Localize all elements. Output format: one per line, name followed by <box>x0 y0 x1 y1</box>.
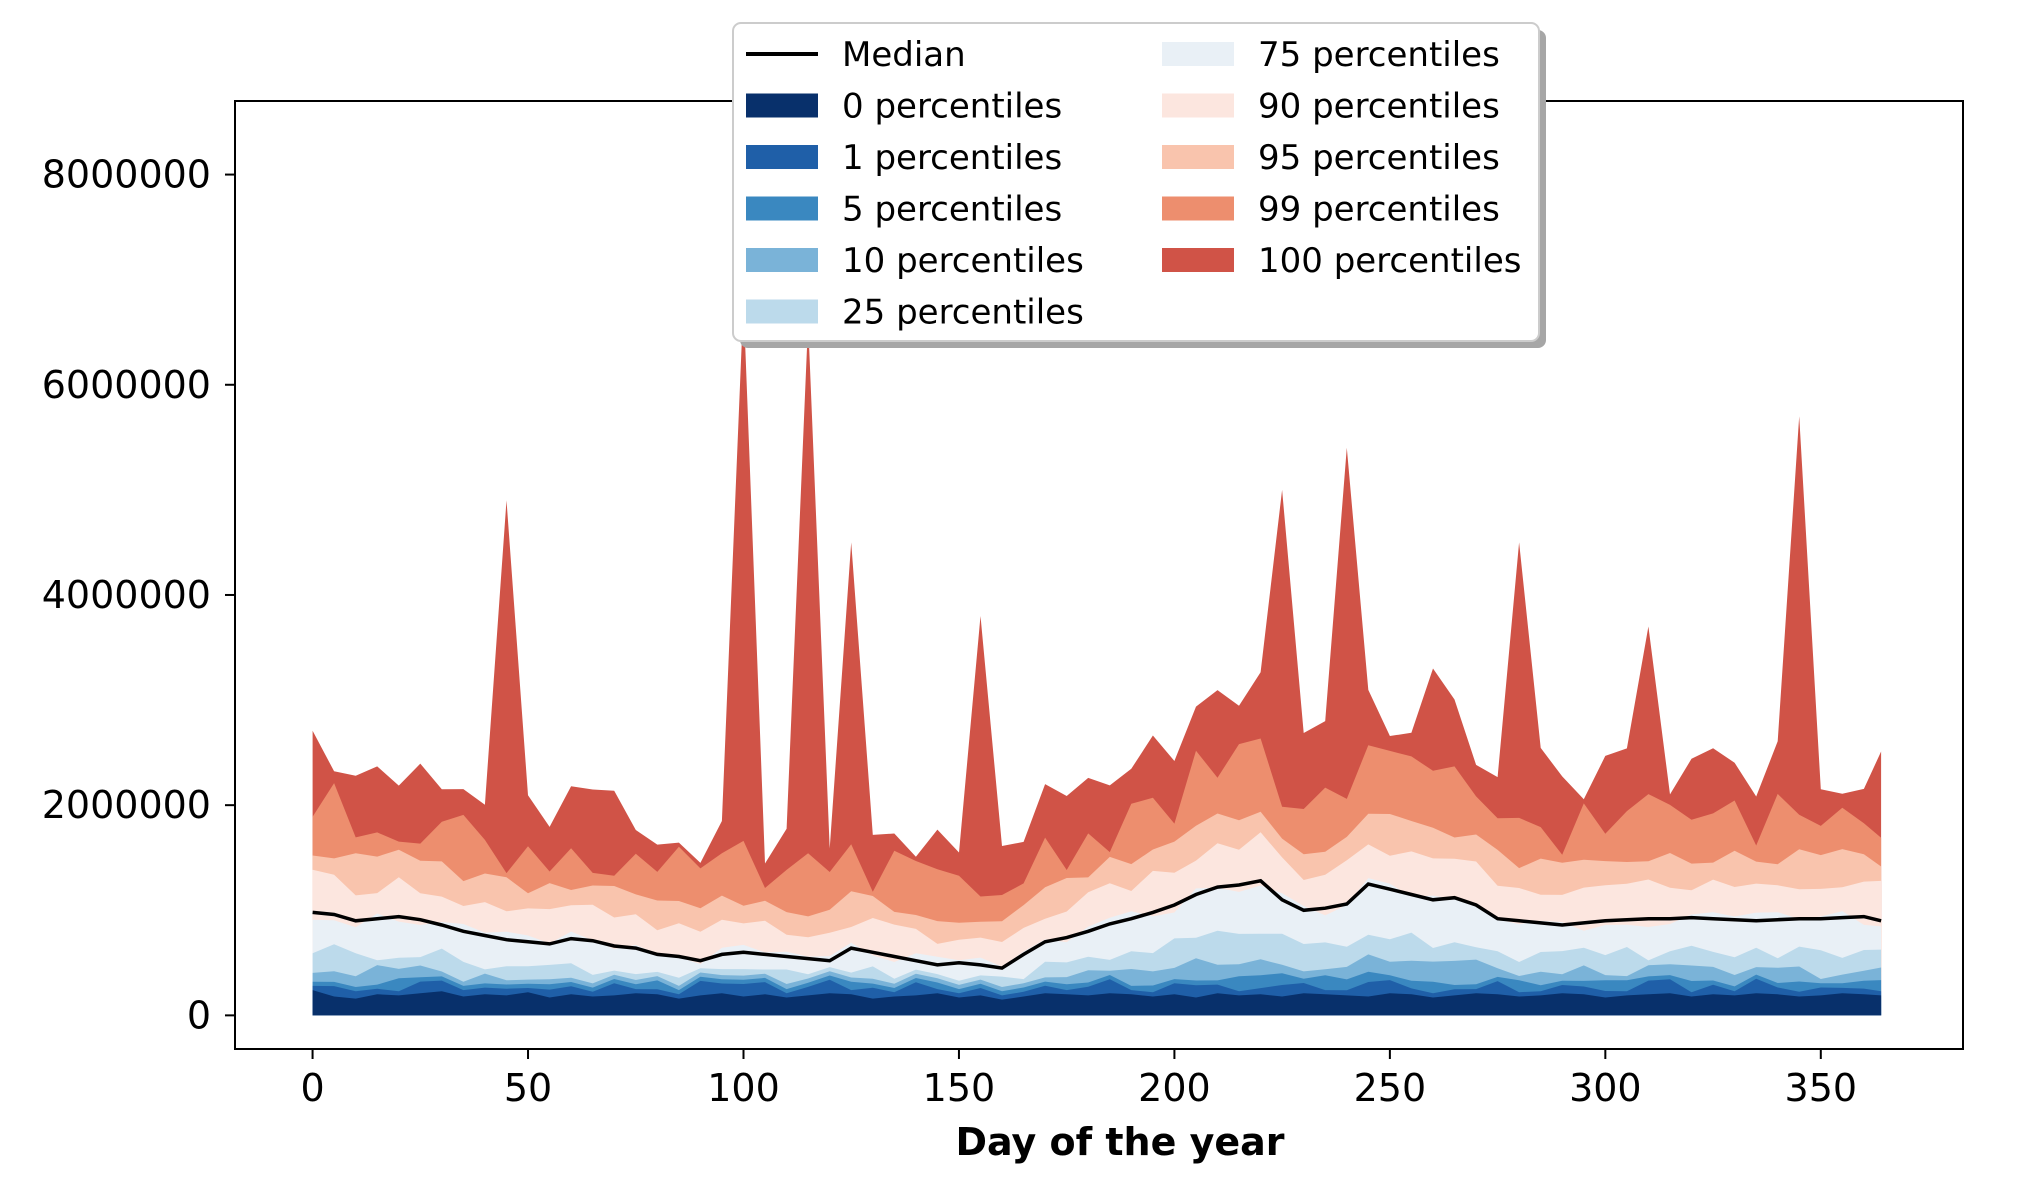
y-tick-label: 8000000 <box>42 153 211 197</box>
legend-label: 90 percentiles <box>1258 87 1500 127</box>
legend-label: 10 percentiles <box>842 241 1084 281</box>
legend-swatch <box>1162 42 1234 66</box>
legend-swatch <box>746 145 818 169</box>
y-tick-label: 4000000 <box>42 573 211 617</box>
x-tick-label: 0 <box>300 1066 324 1110</box>
x-axis-title: Day of the year <box>955 1120 1284 1164</box>
percentile-bands <box>312 300 1882 1016</box>
legend-label: 95 percentiles <box>1258 138 1500 178</box>
y-axis: 0 2000000 4000000 6000000 8000000 <box>42 153 235 1037</box>
y-tick-label: 2000000 <box>42 783 211 827</box>
y-tick-label: 6000000 <box>42 363 211 407</box>
legend-swatch <box>746 248 818 272</box>
legend-swatch <box>1162 145 1234 169</box>
legend-label: 1 percentiles <box>842 138 1062 178</box>
median-line-group <box>312 878 1882 970</box>
legend-swatch <box>1162 93 1234 118</box>
legend-label: 75 percentiles <box>1258 35 1500 75</box>
legend-label: 100 percentiles <box>1258 241 1521 281</box>
legend-swatch <box>746 299 818 324</box>
x-axis: 0 50 100 150 200 250 300 350 <box>300 1049 1857 1110</box>
x-tick-label: 300 <box>1569 1066 1642 1110</box>
legend-label: 25 percentiles <box>842 293 1084 333</box>
x-tick-label: 250 <box>1354 1066 1427 1110</box>
x-tick-label: 350 <box>1785 1066 1858 1110</box>
x-tick-label: 100 <box>707 1066 780 1110</box>
legend-label: Median <box>842 35 966 75</box>
legend-label: 0 percentiles <box>842 87 1062 127</box>
legend: Median 0 percentiles 1 percentiles 5 percen… <box>732 22 1546 348</box>
legend-label: 99 percentiles <box>1258 190 1500 230</box>
legend-swatch <box>1162 196 1234 221</box>
x-tick-label: 200 <box>1138 1066 1211 1110</box>
y-tick-label: 0 <box>187 993 211 1037</box>
legend-swatch <box>746 93 818 118</box>
legend-label: 5 percentiles <box>842 190 1062 230</box>
legend-swatch <box>1162 248 1234 272</box>
legend-swatch <box>746 196 818 221</box>
x-tick-label: 150 <box>923 1066 996 1110</box>
median-line <box>312 878 1882 970</box>
x-tick-label: 50 <box>504 1066 552 1110</box>
band-0-percentiles <box>312 990 1882 1016</box>
